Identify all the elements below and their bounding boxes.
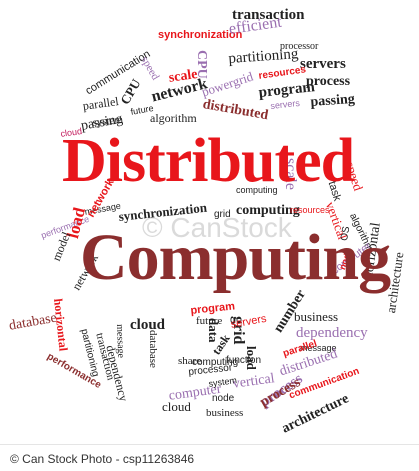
cloud-word: node — [212, 393, 235, 404]
cloud-word: computing — [236, 185, 278, 195]
cloud-word: partitioning — [227, 46, 299, 67]
cloud-word: servers — [300, 56, 346, 72]
cloud-word: cloud — [162, 399, 191, 414]
cloud-word: resources — [257, 64, 307, 82]
cloud-word: load — [244, 346, 259, 370]
cloud-word: program — [257, 79, 316, 101]
cloud-word: database — [147, 330, 159, 368]
cloud-word: program — [189, 300, 236, 317]
cloud-word: CPU — [117, 76, 144, 107]
headline-computing: Computing — [80, 221, 391, 294]
cloud-word: database — [7, 310, 58, 334]
cloud-word: synchronization — [117, 199, 208, 224]
cloud-word: dependency — [296, 325, 368, 341]
word-cloud: © CanStock transaction synchronization eff… — [7, 7, 407, 437]
cloud-word: business — [206, 407, 244, 419]
cloud-word: communication — [83, 47, 153, 98]
cloud-word: distributed — [201, 97, 270, 124]
footer-credit: © Can Stock Photo - csp11263846 — [10, 452, 195, 466]
cloud-word: resources — [290, 205, 330, 215]
cloud-word: share — [178, 355, 202, 367]
cloud-word: business — [294, 309, 339, 324]
headline-distributed: Distributed — [62, 127, 355, 195]
cloud-word: synchronization — [158, 29, 243, 41]
cloud-word: processor — [280, 41, 319, 52]
cloud-word: algorithm — [150, 111, 197, 125]
cloud-word: computing — [192, 357, 239, 368]
cloud-word: servers — [269, 97, 301, 111]
footer-bar: © Can Stock Photo - csp11263846 — [0, 444, 419, 471]
cloud-word: network — [149, 75, 210, 106]
cloud-word: horizontal — [51, 297, 71, 352]
cloud-word: message — [300, 343, 337, 353]
cloud-word: cloud — [130, 317, 166, 333]
cloud-word: CPU — [194, 50, 209, 79]
cloud-word: process — [306, 74, 351, 89]
cloud-word: grid — [214, 209, 231, 220]
cloud-word: parallel — [81, 94, 120, 113]
cloud-word: function — [226, 355, 262, 366]
cloud-word: computing — [236, 203, 300, 218]
cloud-word: transaction — [232, 7, 305, 23]
cloud-word: future — [196, 315, 223, 327]
cloud-word: passing — [309, 91, 356, 110]
cloud-word: speed — [138, 54, 162, 83]
